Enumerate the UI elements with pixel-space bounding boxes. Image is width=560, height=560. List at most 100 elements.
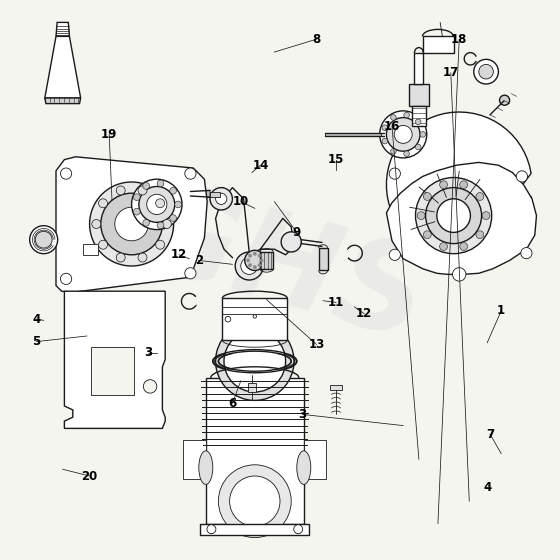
Circle shape [116,186,125,195]
Text: 6: 6 [228,396,236,410]
Polygon shape [45,36,81,98]
Circle shape [115,207,148,241]
Circle shape [249,254,252,258]
Text: 4: 4 [483,480,491,494]
Circle shape [92,220,101,228]
Text: GHS: GHS [121,172,439,366]
Text: 2: 2 [195,254,203,267]
Circle shape [157,222,164,228]
Polygon shape [56,157,207,292]
Polygon shape [325,133,381,136]
Polygon shape [200,524,309,535]
Text: 8: 8 [312,32,320,46]
Polygon shape [386,112,531,258]
Circle shape [382,138,388,144]
Polygon shape [206,378,304,524]
Circle shape [156,199,165,208]
Circle shape [417,212,425,220]
Circle shape [294,525,303,534]
Text: 5: 5 [32,335,40,348]
Circle shape [476,231,484,239]
Circle shape [258,254,261,258]
Polygon shape [56,22,69,36]
Text: 3: 3 [144,346,152,360]
Text: 19: 19 [101,128,118,141]
Polygon shape [210,192,220,197]
Polygon shape [45,98,81,104]
Polygon shape [248,383,256,392]
Polygon shape [91,347,134,395]
Circle shape [90,182,174,266]
Circle shape [258,263,261,267]
Polygon shape [64,291,165,428]
Circle shape [139,186,175,222]
Circle shape [260,259,263,262]
Circle shape [389,249,400,260]
Circle shape [185,268,196,279]
Polygon shape [83,244,98,255]
Circle shape [437,199,470,232]
Circle shape [116,253,125,262]
Circle shape [253,315,256,318]
Text: 18: 18 [451,32,468,46]
Circle shape [210,188,232,210]
Circle shape [390,148,396,154]
Polygon shape [222,298,287,340]
Circle shape [440,181,447,189]
Circle shape [99,199,108,208]
Circle shape [216,193,227,204]
Text: 16: 16 [384,119,400,133]
Polygon shape [409,84,429,106]
Polygon shape [304,440,326,479]
Circle shape [389,168,400,179]
Circle shape [60,273,72,284]
Text: 14: 14 [252,158,269,172]
Text: 1: 1 [497,304,505,318]
Circle shape [224,330,286,392]
Circle shape [386,118,420,151]
Circle shape [60,168,72,179]
Circle shape [394,125,412,143]
Circle shape [35,231,52,248]
Circle shape [216,322,294,400]
Polygon shape [412,106,426,126]
Circle shape [426,188,482,244]
Circle shape [404,151,409,156]
Circle shape [218,465,291,538]
Text: 4: 4 [32,312,40,326]
Text: 13: 13 [308,338,325,351]
Text: 7: 7 [486,427,494,441]
Text: 15: 15 [328,153,344,166]
Circle shape [416,144,421,150]
Circle shape [440,242,447,250]
Text: 10: 10 [232,195,249,208]
Circle shape [253,252,256,255]
Circle shape [281,232,301,252]
Circle shape [416,178,492,254]
Circle shape [162,220,171,228]
Circle shape [241,258,258,274]
Circle shape [170,214,176,221]
Circle shape [143,183,150,189]
Circle shape [143,220,150,226]
Ellipse shape [297,451,311,484]
Circle shape [423,231,431,239]
Polygon shape [423,36,454,53]
Circle shape [157,180,164,187]
Circle shape [30,226,58,254]
Circle shape [521,248,532,259]
Circle shape [253,265,256,269]
Polygon shape [260,252,273,269]
Circle shape [147,194,167,214]
Circle shape [245,250,265,270]
Circle shape [380,111,427,158]
Circle shape [156,240,165,249]
Polygon shape [330,385,342,390]
Polygon shape [184,440,206,479]
Text: 20: 20 [81,469,98,483]
Circle shape [132,179,182,230]
Text: 12: 12 [171,248,188,262]
Circle shape [452,268,466,281]
Circle shape [516,171,528,182]
Circle shape [225,316,231,322]
